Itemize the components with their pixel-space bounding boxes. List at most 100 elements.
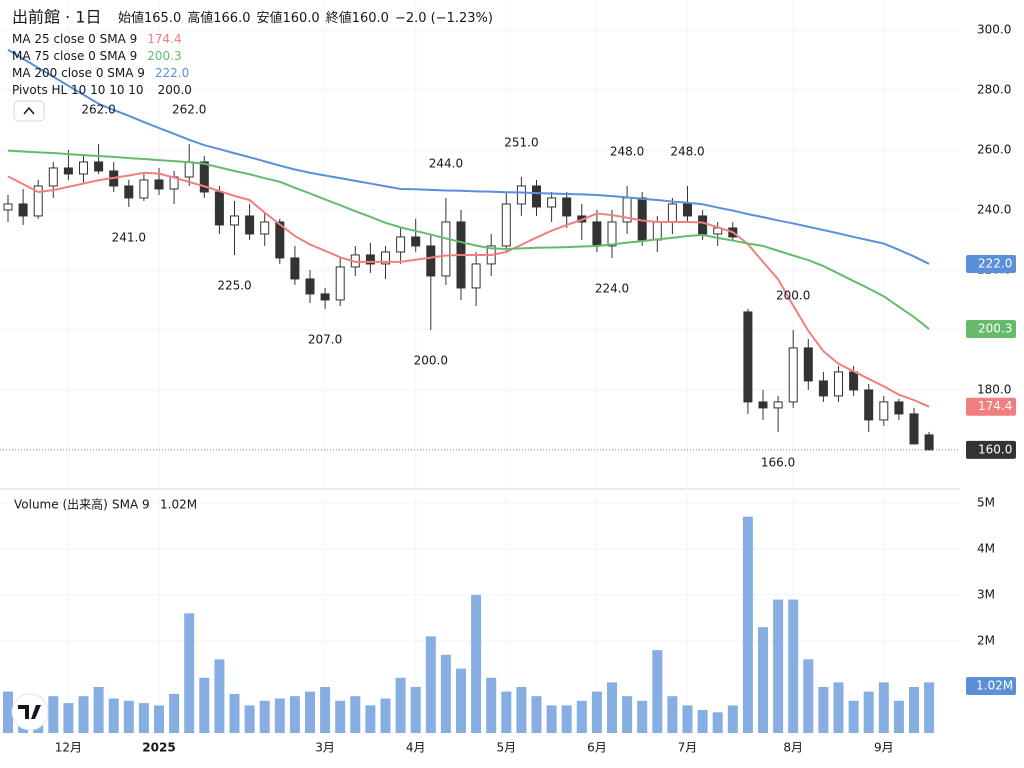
chart-title: 出前館 · 1日 — [12, 8, 101, 27]
volume-bar — [758, 627, 768, 733]
candle-body — [94, 161, 104, 172]
ohlc-value: 160.0 — [282, 11, 319, 26]
candle-body — [683, 203, 692, 217]
x-tick-label: 4月 — [406, 741, 426, 755]
price-label-box — [966, 440, 1016, 459]
candle-body — [501, 203, 511, 247]
volume-bar — [471, 594, 482, 733]
candle-body — [788, 347, 798, 403]
candle-body — [441, 221, 451, 277]
volume-bar — [395, 677, 406, 733]
candle-body — [79, 161, 88, 175]
volume-bar — [154, 705, 164, 733]
price-label: 200.3 — [978, 322, 1012, 336]
candle-body — [305, 278, 315, 295]
volume-bar — [924, 682, 935, 733]
volume-bar — [667, 696, 678, 733]
legend-value: 200.3 — [147, 49, 181, 63]
volume-bar — [788, 599, 799, 733]
volume-bar — [607, 682, 617, 733]
volume-bar — [425, 636, 436, 733]
collapse-button[interactable] — [13, 100, 45, 122]
y-tick-label: 3M — [977, 587, 995, 601]
candle-body — [139, 179, 149, 199]
volume-bar — [878, 682, 889, 733]
ohlc-legend: 始値165.0 高値166.0 安値160.0 終値160.0 −2.0 (−1.23%… — [118, 10, 493, 26]
pivot-label: 248.0 — [670, 144, 704, 158]
legend-value: 222.0 — [155, 66, 189, 80]
legend-entry: MA 200 close 0 SMA 9 222.0 — [12, 66, 189, 80]
volume-bar — [199, 677, 210, 733]
candle-body — [864, 389, 874, 421]
price-label: 222.0 — [978, 256, 1012, 270]
ma-line — [7, 171, 930, 408]
volume-bar — [486, 677, 497, 733]
candle-body — [275, 221, 285, 259]
candle-body — [214, 191, 224, 226]
volume-bar — [622, 696, 633, 733]
pivot-label: 225.0 — [217, 278, 251, 292]
volume-bar — [546, 705, 557, 733]
pivot-label: 224.0 — [595, 281, 629, 295]
grid — [0, 0, 960, 735]
volume-bar — [893, 700, 904, 733]
tradingview-logo — [11, 693, 49, 731]
ohlc-value: 166.0 — [213, 11, 250, 26]
volume-bar — [697, 709, 708, 733]
volume-bar — [350, 696, 361, 733]
volume-bar — [773, 599, 784, 733]
volume-bar — [833, 682, 844, 733]
y-tick-label: 180.0 — [977, 382, 1011, 396]
legend-name: MA 25 close 0 SMA 9 — [12, 32, 137, 46]
candle-body — [290, 257, 300, 280]
ohlc-value: 165.0 — [144, 11, 181, 26]
pivot-label: 251.0 — [504, 135, 538, 149]
y-tick-label: 2M — [977, 633, 995, 647]
volume-bar — [214, 659, 225, 733]
volume-bar — [320, 686, 331, 733]
ohlc-label: 終値 — [326, 10, 352, 26]
candle-body — [909, 413, 919, 445]
volume-bar — [184, 613, 195, 733]
volume-bar — [410, 686, 421, 733]
candle-body — [426, 245, 436, 277]
candle-body — [411, 236, 421, 247]
legend-name: Pivots HL 10 10 10 10 — [12, 83, 144, 97]
volume-bar — [138, 703, 149, 733]
change-value: −2.0 (−1.23%) — [395, 11, 493, 26]
pivot-label: 207.0 — [308, 332, 342, 346]
candle-body — [758, 401, 768, 409]
volume-bar — [516, 686, 527, 733]
candle-body — [879, 401, 889, 421]
candle-body — [63, 167, 73, 175]
candle-body — [199, 161, 209, 193]
volume-bar — [63, 703, 74, 733]
volume-bar — [123, 700, 134, 733]
volume-bar — [682, 705, 693, 733]
pivot-label: 248.0 — [610, 144, 644, 158]
legend-value: 200.0 — [158, 83, 192, 97]
legend-entry: Pivots HL 10 10 10 10 200.0 — [12, 83, 192, 97]
ohlc-label: 高値 — [187, 10, 213, 26]
volume-bar — [456, 668, 466, 733]
collapse-button-box[interactable] — [13, 100, 45, 122]
candle-body — [381, 251, 390, 265]
x-tick-label: 2025 — [142, 741, 175, 755]
last-price-label: 160.0 — [978, 442, 1012, 456]
candle-body — [124, 185, 134, 199]
candle-body — [154, 179, 164, 190]
candle-body — [849, 371, 859, 391]
volume-bar — [274, 698, 285, 733]
volume-bar — [93, 686, 104, 733]
price-label-box — [966, 397, 1016, 416]
y-tick-label: 4M — [977, 541, 995, 555]
volume-bar — [501, 691, 512, 733]
candle-body — [803, 347, 813, 382]
volume-bar — [818, 686, 829, 733]
candle-body — [260, 221, 270, 235]
candle-body — [894, 401, 904, 415]
labels: 1.02M180.0200.0220.0240.0260.0280.0300.0… — [55, 22, 1016, 755]
pivot-label: 241.0 — [112, 230, 146, 244]
ma-line — [7, 149, 930, 330]
